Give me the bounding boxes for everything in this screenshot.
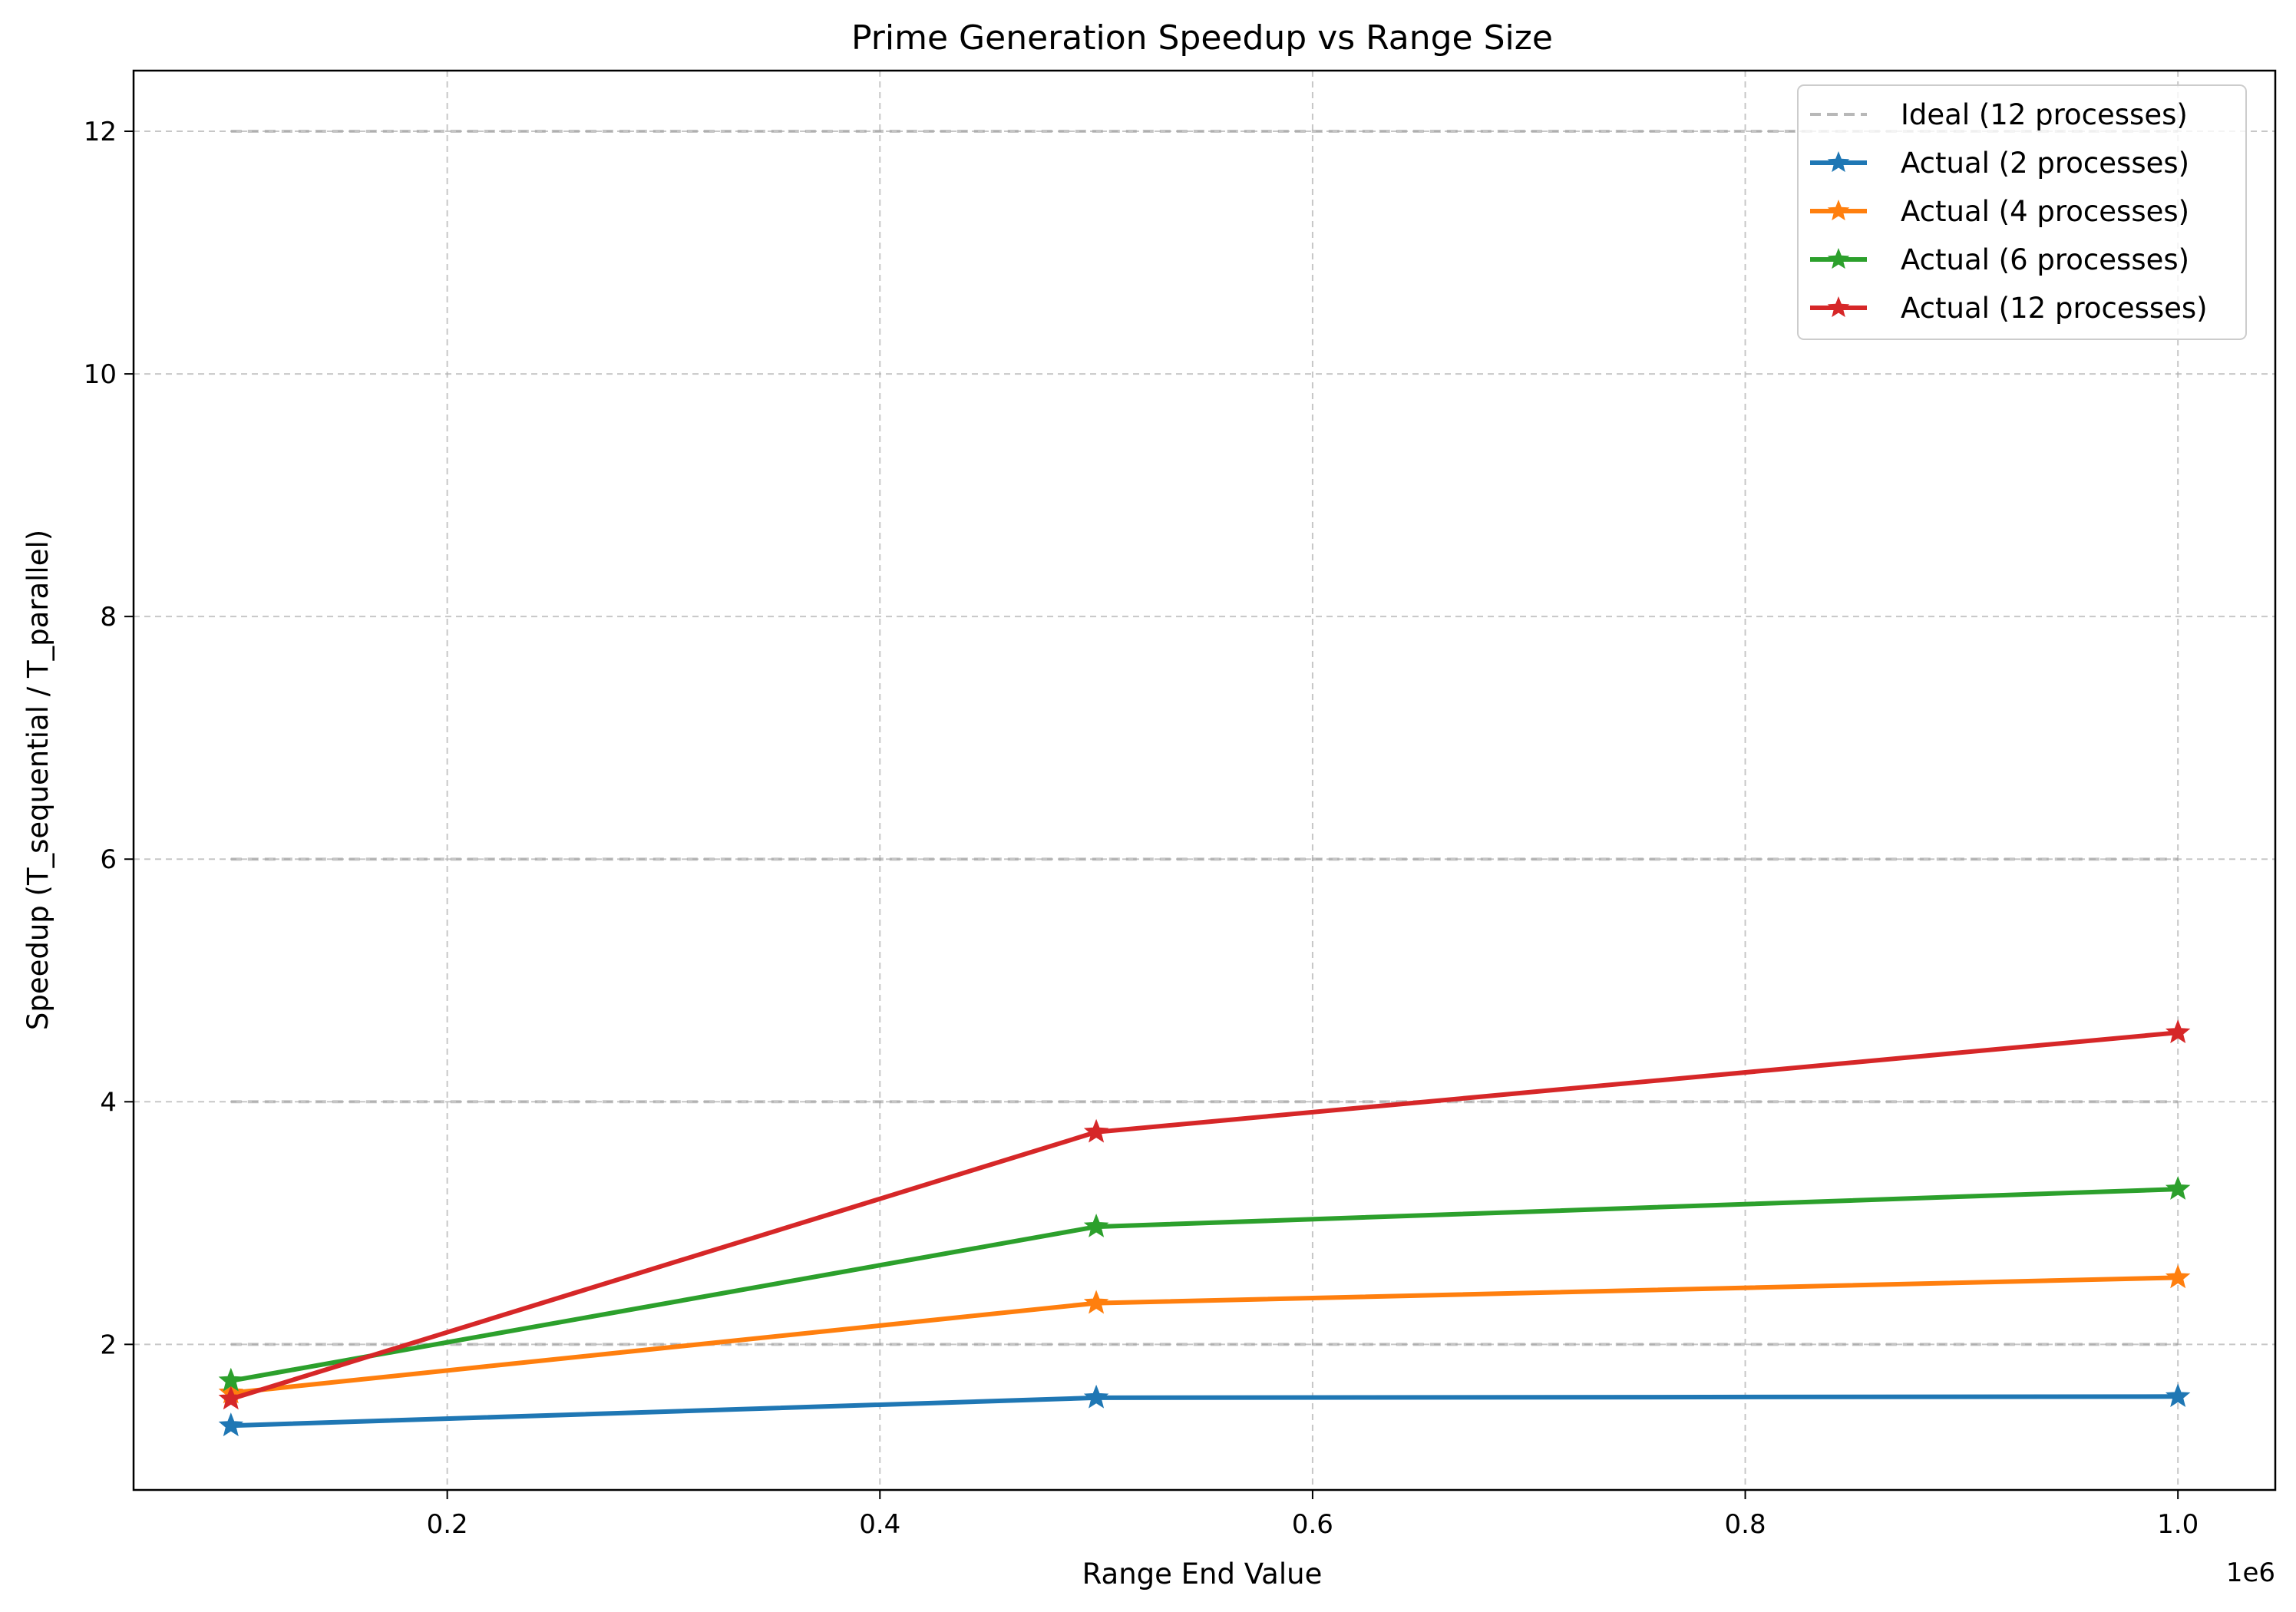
x-tick-label: 0.8	[1725, 1509, 1766, 1540]
legend-label: Actual (6 processes)	[1901, 243, 2189, 276]
y-axis-label: Speedup (T_sequential / T_parallel)	[21, 530, 55, 1030]
y-tick-label: 10	[84, 359, 117, 390]
legend: Ideal (12 processes) Actual (2 processes)…	[1797, 84, 2247, 340]
data-point	[1083, 1290, 1109, 1314]
x-axis-label: Range End Value	[1082, 1557, 1323, 1591]
data-point	[2165, 1264, 2191, 1289]
legend-marker	[1827, 200, 1850, 221]
x-tick-label: 0.6	[1292, 1509, 1333, 1540]
x-offset-label: 1e6	[2226, 1557, 2275, 1588]
y-axis: 2 4 6 8 10 12	[84, 117, 134, 1360]
y-tick-label: 8	[100, 602, 117, 633]
legend-marker	[1827, 296, 1850, 318]
y-tick-label: 12	[84, 117, 117, 147]
legend-label: Ideal (12 processes)	[1901, 98, 2188, 131]
legend-label: Actual (4 processes)	[1901, 195, 2189, 228]
legend-label: Actual (2 processes)	[1901, 147, 2189, 180]
legend-box	[1797, 84, 2247, 340]
data-point	[1083, 1214, 1109, 1237]
x-tick-label: 1.0	[2157, 1509, 2199, 1540]
y-tick-label: 4	[100, 1087, 117, 1118]
data-point	[2165, 1176, 2191, 1200]
plot-frame	[132, 69, 2277, 1491]
data-point	[2165, 1383, 2191, 1408]
data-point	[218, 1412, 244, 1437]
legend-marker	[1827, 248, 1850, 269]
y-tick-label: 6	[100, 844, 117, 875]
legend-label: Actual (12 processes)	[1901, 292, 2208, 325]
data-point	[2165, 1019, 2191, 1043]
x-tick-label: 0.2	[427, 1509, 468, 1540]
legend-marker	[1827, 151, 1850, 173]
data-point	[1083, 1384, 1109, 1409]
x-axis: 0.2 0.4 0.6 0.8 1.0	[427, 1490, 2199, 1540]
data-point	[1083, 1118, 1109, 1143]
y-tick-label: 2	[100, 1330, 117, 1360]
data-point	[218, 1367, 244, 1392]
data-point	[218, 1386, 244, 1410]
x-tick-label: 0.4	[859, 1509, 900, 1540]
series-lines	[218, 1019, 2191, 1437]
chart-title: Prime Generation Speedup vs Range Size	[851, 18, 1553, 58]
